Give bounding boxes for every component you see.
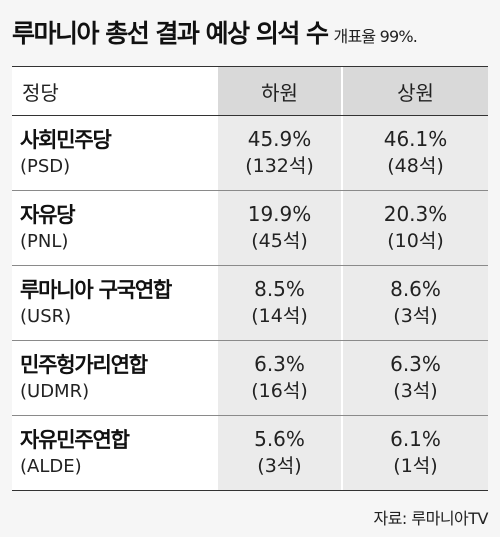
- party-name: 민주헝가리연합: [20, 353, 148, 377]
- party-name: 자유당: [20, 203, 76, 227]
- upper-house-seats: (1석): [393, 455, 438, 477]
- lower-house-seats: (45석): [251, 230, 308, 252]
- party-name: 사회민주당: [20, 128, 112, 152]
- page-subtitle: 개표율 99%.: [333, 27, 418, 46]
- header-upper-house: 상원: [341, 67, 488, 115]
- title-row: 루마니아 총선 결과 예상 의석 수 개표율 99%.: [12, 14, 494, 54]
- upper-house-pct: 20.3%: [383, 202, 448, 226]
- table-header: 정당 하원 상원: [12, 66, 488, 116]
- table-row: 민주헝가리연합 (UDMR) 6.3% (16석) 6.3% (3석): [12, 341, 488, 416]
- upper-house-pct: 46.1%: [383, 127, 448, 151]
- page-title: 루마니아 총선 결과 예상 의석 수: [12, 19, 329, 48]
- upper-house-cell: 8.6% (3석): [341, 266, 488, 340]
- party-name: 자유민주연합: [20, 428, 130, 452]
- lower-house-cell: 45.9% (132석): [218, 116, 341, 190]
- lower-house-seats: (132석): [245, 155, 314, 177]
- lower-house-cell: 8.5% (14석): [218, 266, 341, 340]
- lower-house-cell: 19.9% (45석): [218, 191, 341, 265]
- party-abbr: (UDMR): [20, 381, 90, 402]
- table-row: 자유민주연합 (ALDE) 5.6% (3석) 6.1% (1석): [12, 416, 488, 491]
- upper-house-seats: (3석): [393, 380, 438, 402]
- lower-house-seats: (14석): [251, 305, 308, 327]
- party-abbr: (ALDE): [20, 456, 82, 477]
- lower-house-cell: 5.6% (3석): [218, 416, 341, 490]
- lower-house-pct: 8.5%: [254, 277, 305, 301]
- source-credit: 자료: 루마니아TV: [373, 509, 488, 528]
- party-name: 루마니아 구국연합: [20, 278, 172, 302]
- lower-house-cell: 6.3% (16석): [218, 341, 341, 415]
- party-cell: 자유당 (PNL): [12, 191, 218, 265]
- upper-house-seats: (48석): [387, 155, 444, 177]
- upper-house-cell: 6.1% (1석): [341, 416, 488, 490]
- party-cell: 루마니아 구국연합 (USR): [12, 266, 218, 340]
- results-table: 정당 하원 상원 사회민주당 (PSD) 45.9% (132석) 46.1% …: [12, 66, 488, 491]
- upper-house-cell: 6.3% (3석): [341, 341, 488, 415]
- lower-house-pct: 6.3%: [254, 352, 305, 376]
- lower-house-pct: 19.9%: [247, 202, 312, 226]
- party-cell: 자유민주연합 (ALDE): [12, 416, 218, 490]
- table-row: 루마니아 구국연합 (USR) 8.5% (14석) 8.6% (3석): [12, 266, 488, 341]
- lower-house-seats: (3석): [257, 455, 302, 477]
- party-cell: 사회민주당 (PSD): [12, 116, 218, 190]
- upper-house-cell: 46.1% (48석): [341, 116, 488, 190]
- header-lower-house: 하원: [261, 80, 298, 105]
- upper-house-cell: 20.3% (10석): [341, 191, 488, 265]
- upper-house-seats: (10석): [387, 230, 444, 252]
- lower-house-seats: (16석): [251, 380, 308, 402]
- table-row: 사회민주당 (PSD) 45.9% (132석) 46.1% (48석): [12, 116, 488, 191]
- lower-house-pct: 5.6%: [254, 427, 305, 451]
- header-party: 정당: [12, 67, 218, 115]
- party-cell: 민주헝가리연합 (UDMR): [12, 341, 218, 415]
- upper-house-pct: 8.6%: [390, 277, 441, 301]
- upper-house-seats: (3석): [393, 305, 438, 327]
- table-row: 자유당 (PNL) 19.9% (45석) 20.3% (10석): [12, 191, 488, 266]
- party-abbr: (USR): [20, 306, 72, 327]
- lower-house-pct: 45.9%: [247, 127, 312, 151]
- party-abbr: (PSD): [20, 156, 71, 177]
- party-abbr: (PNL): [20, 231, 69, 252]
- upper-house-pct: 6.3%: [390, 352, 441, 376]
- upper-house-pct: 6.1%: [390, 427, 441, 451]
